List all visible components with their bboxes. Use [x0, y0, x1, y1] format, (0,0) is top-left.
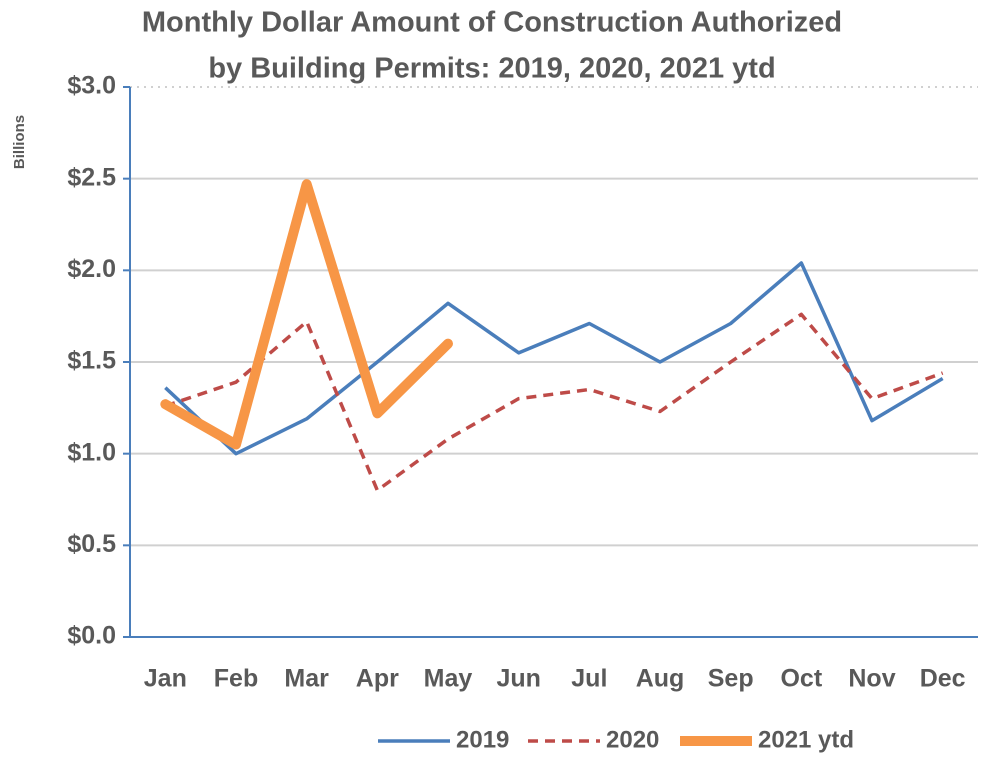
x-tick-label: Oct [780, 665, 822, 693]
y-tick-label: $0.5 [67, 530, 116, 558]
x-tick-label: Jan [144, 665, 187, 693]
y-tick-label: $0.0 [67, 622, 116, 650]
x-tick-label: Feb [214, 665, 258, 693]
x-tick-label: Aug [636, 665, 685, 693]
y-axis-label: Billions [11, 115, 28, 169]
legend-label: 2021 ytd [758, 726, 854, 753]
line-series [160, 179, 453, 450]
x-tick-label: Sep [708, 665, 754, 693]
x-tick-label: Jul [571, 665, 607, 693]
y-tick-label: $1.0 [67, 438, 116, 466]
y-tick-label: $3.0 [67, 72, 116, 100]
chart-title: Monthly Dollar Amount of Construction Au… [142, 7, 842, 39]
x-tick-label: May [424, 665, 473, 693]
x-tick-label: Nov [848, 665, 895, 693]
y-tick-label: $1.5 [67, 347, 116, 375]
legend-label: 2020 [606, 726, 659, 753]
line-series [164, 312, 944, 493]
line-series [164, 261, 944, 456]
x-tick-label: Mar [284, 665, 329, 693]
y-tick-label: $2.5 [67, 163, 116, 191]
y-tick-label: $2.0 [67, 255, 116, 283]
legend-label: 2019 [456, 726, 509, 753]
x-tick-label: Apr [356, 665, 399, 693]
x-tick-label: Jun [496, 665, 540, 693]
chart-title: by Building Permits: 2019, 2020, 2021 yt… [208, 53, 775, 85]
x-tick-label: Dec [920, 665, 966, 693]
